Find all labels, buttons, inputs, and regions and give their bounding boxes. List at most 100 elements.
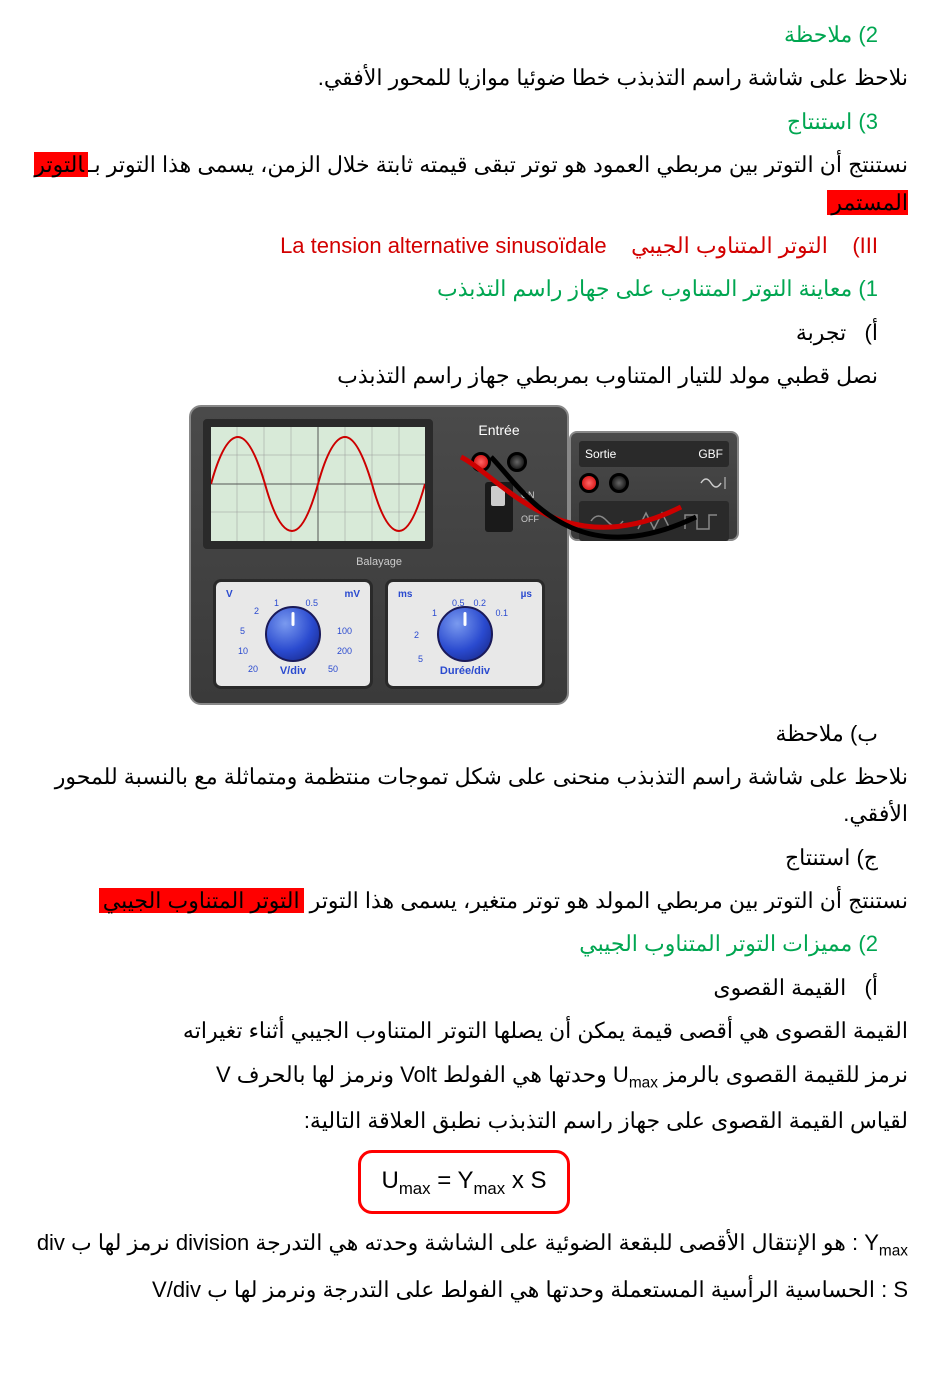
gbf-device: Sortie GBF bbox=[569, 431, 739, 541]
ymax-symbol: Ymax bbox=[864, 1230, 908, 1255]
dial1-label: V/div bbox=[216, 662, 370, 681]
sub1b-heading: ب) ملاحظة bbox=[20, 715, 908, 752]
sub2a-l3: لقياس القيمة القصوى على جهاز راسم التذبذ… bbox=[20, 1102, 908, 1139]
sub1a-num: أ) bbox=[865, 320, 878, 345]
off-label: OFF bbox=[521, 512, 539, 526]
tick: 1 bbox=[432, 606, 437, 621]
oscilloscope-device: Entrée ON OFF Balayage V bbox=[189, 405, 569, 705]
sub1b-num: ب) bbox=[850, 721, 878, 746]
gbf-screen bbox=[579, 501, 729, 541]
tick: 100 bbox=[337, 624, 352, 639]
sec3-num: 3) bbox=[858, 109, 878, 134]
tick: 2 bbox=[254, 604, 259, 619]
tick: 5 bbox=[240, 624, 245, 639]
ymax-text: : هو الإنتقال الأقصى للبقعة الضوئية على … bbox=[249, 1230, 858, 1255]
tick: 10 bbox=[238, 644, 248, 659]
div-unit: div bbox=[37, 1230, 65, 1255]
balayage-label: Balayage bbox=[203, 553, 555, 572]
gbf-label: GBF bbox=[698, 444, 723, 464]
section-III-heading: III) التوتر المتناوب الجيبي La tension a… bbox=[20, 227, 908, 264]
sub2a-title: القيمة القصوى bbox=[713, 975, 846, 1000]
sub2a-num: أ) bbox=[865, 975, 878, 1000]
v-letter: V bbox=[216, 1062, 231, 1087]
sub1-title: معاينة التوتر المتناوب على جهاز راسم الت… bbox=[437, 276, 852, 301]
sub1c-title: استنتاج bbox=[785, 845, 850, 870]
vdiv-unit: V/div bbox=[152, 1277, 201, 1302]
gbf-plug-black-icon bbox=[609, 473, 629, 493]
umax-symbol: Umax bbox=[613, 1062, 658, 1087]
oscilloscope-screen bbox=[203, 419, 433, 549]
volts-dial: V mV 1 2 5 10 20 0.5 100 200 50 V/div bbox=[213, 579, 373, 689]
l2-post: ونرمز لها بالحرف bbox=[231, 1062, 394, 1087]
umax-sub: max bbox=[629, 1074, 658, 1091]
sub2-title: مميزات التوتر المتناوب الجيبي bbox=[579, 931, 852, 956]
tick: 0.1 bbox=[495, 606, 508, 621]
sec2-title: ملاحظة bbox=[784, 22, 852, 47]
volt-word: Volt bbox=[400, 1062, 437, 1087]
f-y: Y bbox=[457, 1167, 473, 1194]
l2-mid: وحدتها هي الفولط bbox=[437, 1062, 607, 1087]
sub2a-heading: أ) القيمة القصوى bbox=[20, 969, 908, 1006]
sub1c-num: ج) bbox=[856, 845, 878, 870]
tick: 2 bbox=[414, 628, 419, 643]
tick: 1 bbox=[274, 596, 279, 611]
plug-black-icon bbox=[507, 452, 527, 472]
entree-label: Entrée bbox=[478, 419, 519, 443]
formula-container: Umax = Ymax x S bbox=[20, 1150, 908, 1214]
f-u-sub: max bbox=[399, 1178, 431, 1197]
sec-III-title-fr: La tension alternative sinusoïdale bbox=[280, 233, 607, 258]
sec2-num: 2) bbox=[858, 22, 878, 47]
sub1c-pre: نستنتج أن التوتر بين مربطي المولد هو توت… bbox=[304, 888, 908, 913]
sub1a-heading: أ) تجربة bbox=[20, 314, 908, 351]
tick: 0.2 bbox=[473, 596, 486, 611]
sec3-body: نستنتج أن التوتر بين مربطي العمود هو توت… bbox=[20, 146, 908, 221]
ymax-post: نرمز لها ب bbox=[65, 1230, 170, 1255]
y: Y bbox=[864, 1230, 879, 1255]
dial2-label: Durée/div bbox=[388, 662, 542, 681]
sub2-heading: 2) مميزات التوتر المتناوب الجيبي bbox=[20, 925, 908, 962]
sub1b-title: ملاحظة bbox=[775, 721, 843, 746]
section-3-heading: 3) استنتاج bbox=[20, 103, 908, 140]
sub2a-l2: نرمز للقيمة القصوى بالرمز Umax وحدتها هي… bbox=[20, 1056, 908, 1097]
s-symbol: S bbox=[893, 1277, 908, 1302]
sub1-heading: 1) معاينة التوتر المتناوب على جهاز راسم … bbox=[20, 270, 908, 307]
division-word: division bbox=[176, 1230, 249, 1255]
tick: 200 bbox=[337, 644, 352, 659]
y-sub: max bbox=[879, 1242, 908, 1259]
gbf-plug-red-icon bbox=[579, 473, 599, 493]
section-2-heading: 2) ملاحظة bbox=[20, 16, 908, 53]
sub2-num: 2) bbox=[858, 931, 878, 956]
time-dial: ms µs 1 2 5 0.5 0.2 0.1 Durée/div bbox=[385, 579, 545, 689]
f-s: S bbox=[531, 1167, 547, 1194]
sub1c-highlight: التوتر المتناوب الجيبي bbox=[99, 888, 304, 913]
f-u: U bbox=[381, 1167, 398, 1194]
formula-box: Umax = Ymax x S bbox=[358, 1150, 569, 1214]
oscilloscope-figure: Entrée ON OFF Balayage V bbox=[20, 405, 908, 705]
power-switch: ON OFF bbox=[485, 482, 513, 532]
sub1b-body: نلاحظ على شاشة راسم التذبذب منحنى على شك… bbox=[20, 758, 908, 833]
tick: 0.5 bbox=[452, 596, 465, 611]
on-label: ON bbox=[521, 488, 539, 502]
s-def: S : الحساسية الرأسية المستعملة وحدتها هي… bbox=[20, 1271, 908, 1308]
s-text: : الحساسية الرأسية المستعملة وحدتها هي ا… bbox=[201, 1277, 887, 1302]
entree-panel: Entrée ON OFF bbox=[443, 419, 555, 549]
f-y-sub: max bbox=[473, 1178, 505, 1197]
sec3-pre: نستنتج أن التوتر بين مربطي العمود هو توت… bbox=[88, 152, 908, 177]
sub1c-heading: ج) استنتاج bbox=[20, 839, 908, 876]
sub2a-l1: القيمة القصوى هي أقصى قيمة يمكن أن يصلها… bbox=[20, 1012, 908, 1049]
sec-III-title-ar: التوتر المتناوب الجيبي bbox=[631, 233, 828, 258]
sub1a-title: تجربة bbox=[796, 320, 846, 345]
sub1c-body: نستنتج أن التوتر بين مربطي المولد هو توت… bbox=[20, 882, 908, 919]
sec2-body: نلاحظ على شاشة راسم التذبذب خطا ضوئيا مو… bbox=[20, 59, 908, 96]
sec-III-num: III) bbox=[852, 233, 878, 258]
gbf-sortie: Sortie bbox=[585, 444, 616, 464]
sub1-num: 1) bbox=[858, 276, 878, 301]
l2-pre: نرمز للقيمة القصوى بالرمز bbox=[658, 1062, 908, 1087]
ymax-def: Ymax : هو الإنتقال الأقصى للبقعة الضوئية… bbox=[20, 1224, 908, 1265]
f-eq: = bbox=[437, 1167, 457, 1194]
plug-red-icon bbox=[471, 452, 491, 472]
sub1a-body: نصل قطبي مولد للتيار المتناوب بمربطي جها… bbox=[20, 357, 908, 394]
sec3-title: استنتاج bbox=[787, 109, 852, 134]
f-mul: x bbox=[512, 1167, 531, 1194]
tick: 0.5 bbox=[305, 596, 318, 611]
